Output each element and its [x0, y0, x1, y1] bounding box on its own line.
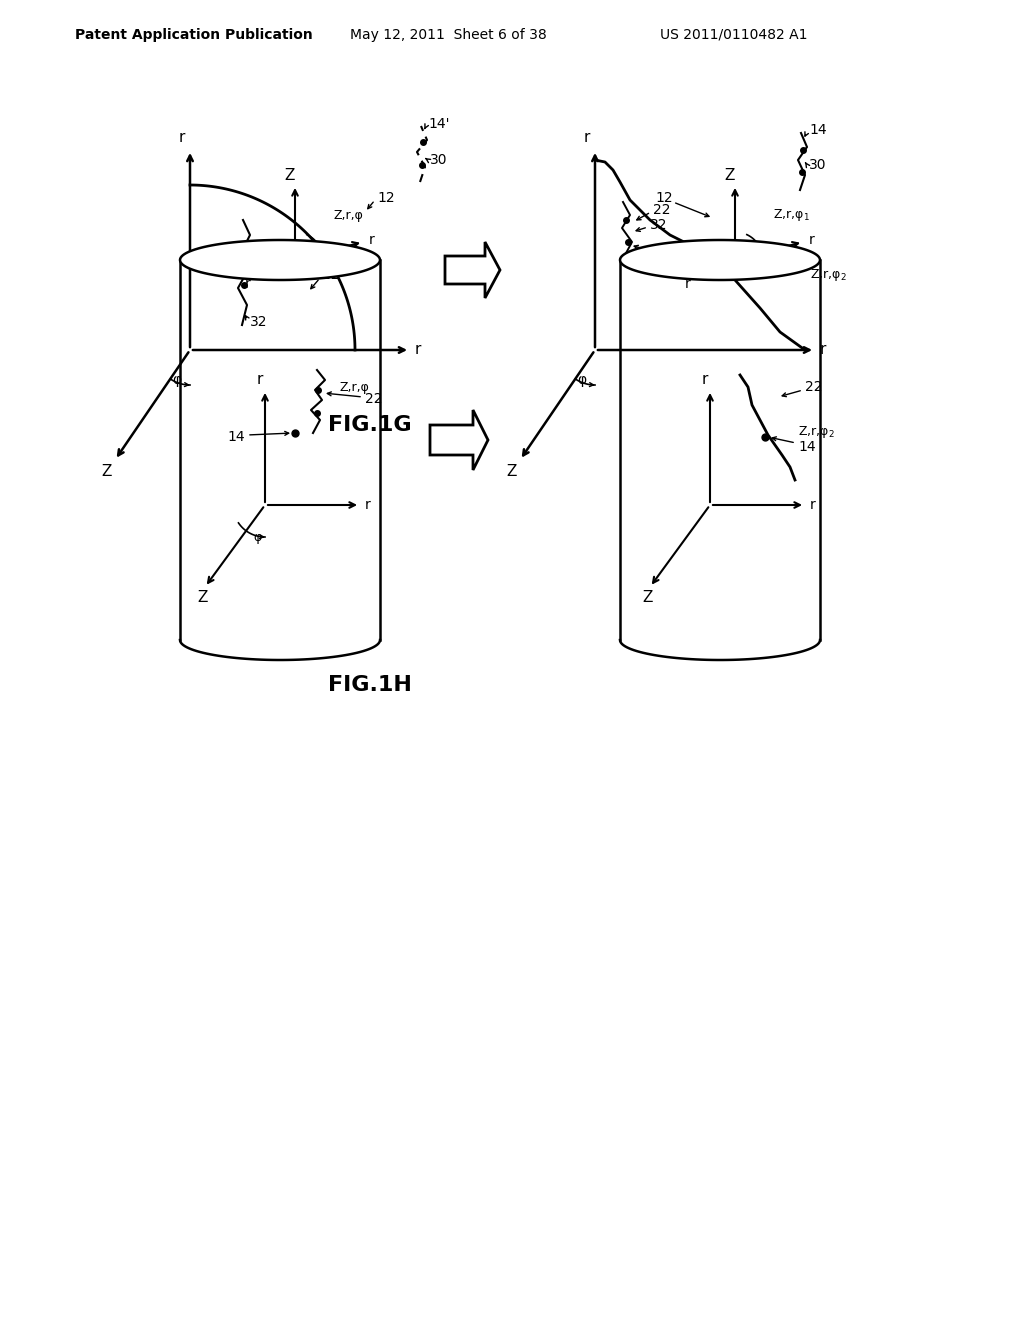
Text: Z: Z — [197, 590, 208, 605]
Text: r: r — [369, 234, 375, 247]
Text: Z: Z — [507, 465, 517, 479]
Polygon shape — [621, 240, 820, 280]
Text: Z: Z — [285, 168, 295, 182]
Text: 32: 32 — [650, 218, 668, 232]
Text: 30: 30 — [809, 158, 826, 172]
Text: 14: 14 — [809, 123, 826, 137]
Text: May 12, 2011  Sheet 6 of 38: May 12, 2011 Sheet 6 of 38 — [350, 28, 547, 42]
Text: φ: φ — [253, 531, 261, 544]
Text: r: r — [257, 372, 263, 388]
Text: 12: 12 — [377, 191, 394, 205]
Text: φ: φ — [319, 242, 329, 255]
Text: FIG.1G: FIG.1G — [328, 414, 412, 436]
Text: Z,r,φ$_1$: Z,r,φ$_1$ — [773, 207, 810, 223]
Text: US 2011/0110482 A1: US 2011/0110482 A1 — [660, 28, 808, 42]
Text: φ: φ — [577, 374, 586, 387]
Text: Z,r,φ$_2$: Z,r,φ$_2$ — [810, 267, 847, 282]
Text: 14': 14' — [650, 243, 672, 257]
Text: 22: 22 — [805, 380, 822, 393]
Text: 22: 22 — [322, 268, 340, 282]
Text: 14: 14 — [798, 440, 816, 454]
Text: 30: 30 — [430, 153, 447, 168]
Text: 22: 22 — [365, 392, 383, 407]
Text: Z,r,φ: Z,r,φ — [340, 380, 370, 393]
Text: Patent Application Publication: Patent Application Publication — [75, 28, 312, 42]
Text: 14: 14 — [252, 243, 269, 257]
Text: 14': 14' — [428, 117, 450, 131]
Text: Z,r,φ$_2$: Z,r,φ$_2$ — [798, 424, 835, 440]
Text: r: r — [810, 498, 816, 512]
Text: φ: φ — [760, 242, 768, 255]
Text: Z: Z — [725, 168, 735, 182]
Text: 22: 22 — [653, 203, 671, 216]
Text: r: r — [415, 342, 421, 358]
Text: r: r — [245, 277, 251, 290]
Polygon shape — [180, 240, 380, 280]
Text: r: r — [701, 372, 709, 388]
Text: FIG.1H: FIG.1H — [328, 675, 412, 696]
Text: φ: φ — [172, 374, 181, 387]
Text: r: r — [809, 234, 815, 247]
Text: Z: Z — [101, 465, 113, 479]
Text: r: r — [365, 498, 371, 512]
Text: r: r — [584, 129, 590, 144]
Text: Z,r,φ: Z,r,φ — [333, 209, 362, 222]
Text: 12: 12 — [655, 191, 673, 205]
Text: Z: Z — [642, 590, 652, 605]
Text: 32: 32 — [250, 315, 267, 329]
Text: r: r — [179, 129, 185, 144]
Text: r: r — [685, 277, 691, 290]
Text: r: r — [820, 342, 826, 358]
Text: 14: 14 — [227, 430, 245, 444]
